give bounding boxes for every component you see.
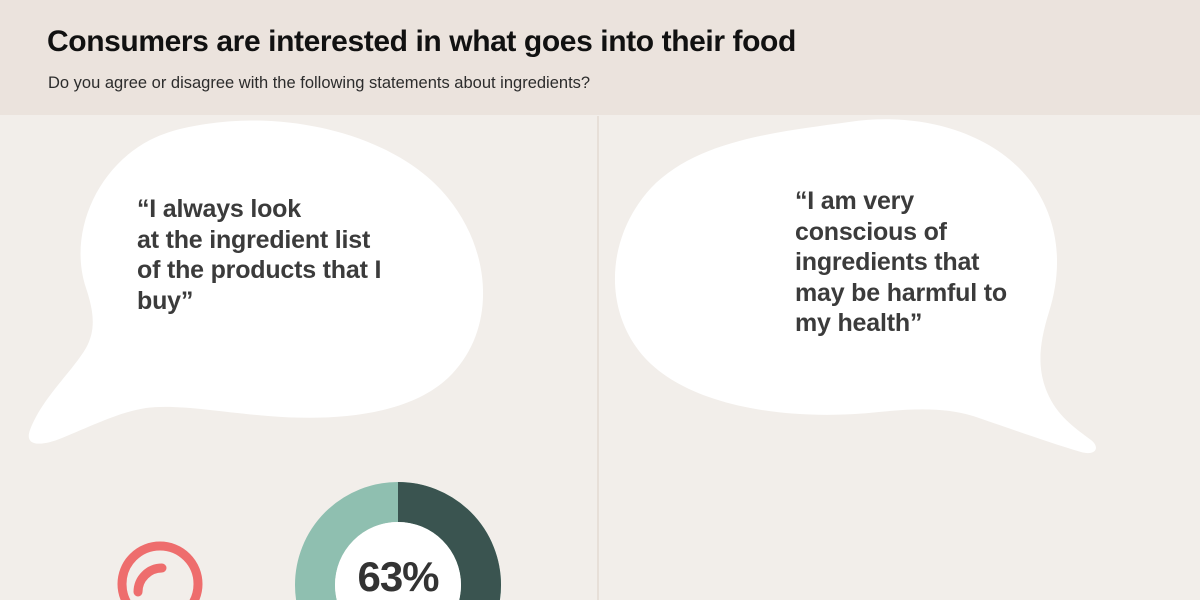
panel-left: “I always look at the ingredient list of… [0, 116, 597, 600]
donut-value-left: 63% [357, 553, 439, 600]
panel-divider [597, 116, 599, 600]
header-band: Consumers are interested in what goes in… [0, 0, 1200, 115]
donut-hole [335, 522, 461, 600]
panel-right: “I am very conscious of ingredients that… [599, 116, 1196, 600]
page-subtitle: Do you agree or disagree with the follow… [48, 74, 591, 92]
magnifier-icon [108, 538, 240, 600]
donut-chart-left: 63% agree [293, 480, 503, 600]
quote-text-right: “I am very conscious of ingredients that… [795, 187, 1007, 337]
quote-text-left: “I always look at the ingredient list of… [137, 195, 382, 315]
speech-bubble-left [28, 120, 484, 444]
donut-slice-agree [295, 482, 501, 600]
speech-bubble-right [614, 119, 1096, 454]
donut-svg-left [295, 482, 501, 600]
page-title: Consumers are interested in what goes in… [47, 25, 796, 58]
